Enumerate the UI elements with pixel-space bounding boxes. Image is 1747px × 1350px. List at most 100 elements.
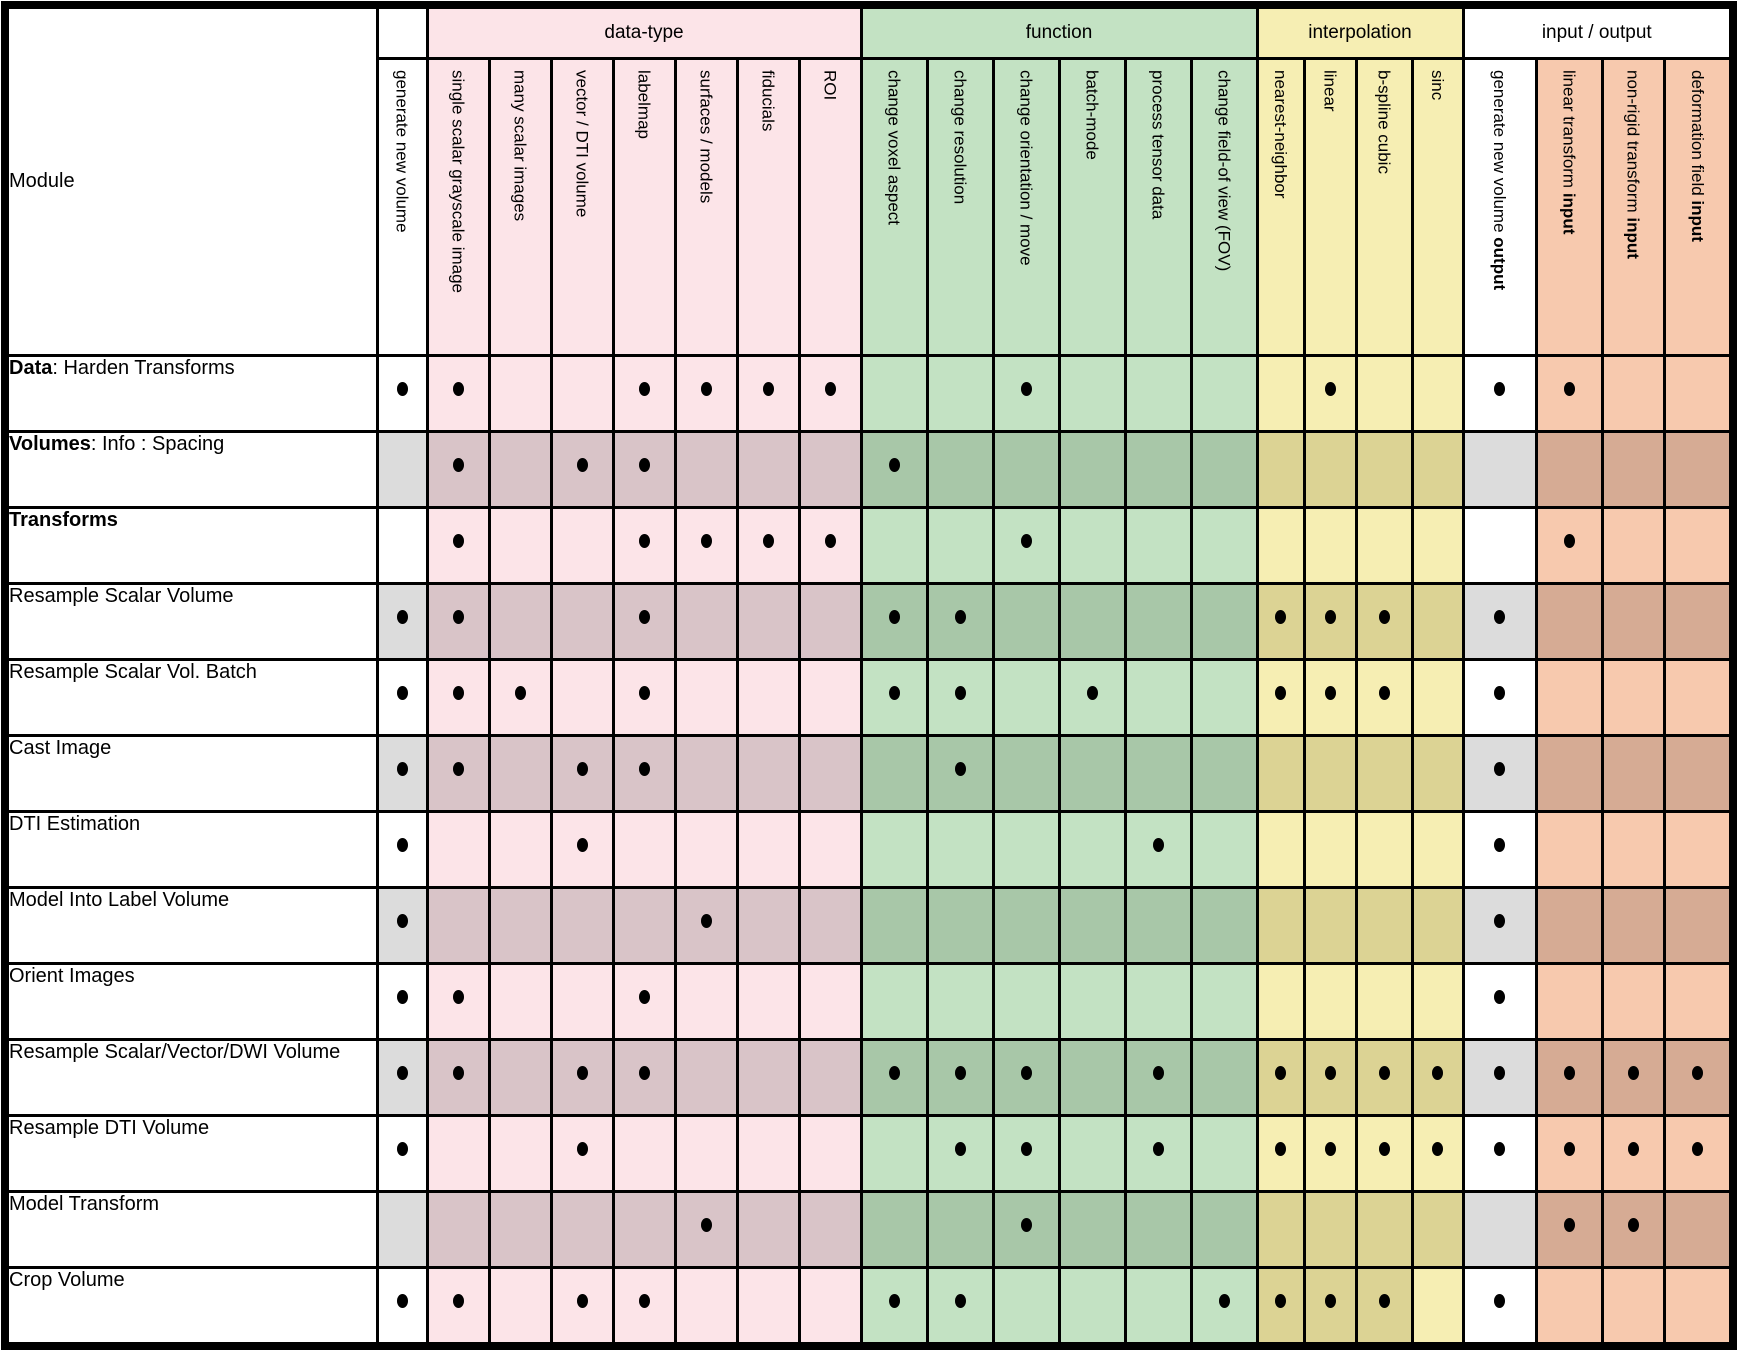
cell-dti-estimation-generate-new-volume-output [1461,810,1538,889]
cell-resample-dti-volume-generate-new-volume [375,1114,429,1193]
cell-dti-estimation-labelmap [611,810,677,889]
cell-data-harden-transforms-sinc [1410,354,1465,433]
cell-volumes-info-spacing-fiducials [735,430,801,509]
column-header-sinc: sinc [1410,57,1465,357]
cell-transforms-fiducials [735,506,801,585]
dot [638,761,650,776]
cell-transforms-labelmap [611,506,677,585]
cell-model-transform-change-field-of-view [1189,1190,1259,1269]
cell-crop-volume-change-voxel-aspect [859,1266,929,1348]
cell-cast-image-batch-mode [1057,734,1127,813]
cell-resample-scalar-vector-dwi-volume-non-rigid-transform-input [1600,1038,1666,1117]
cell-orient-images-batch-mode [1057,962,1127,1041]
dot [1378,1141,1390,1156]
cell-resample-scalar-vol-batch-deformation-field-input [1662,658,1735,737]
cell-orient-images-b-spline-cubic [1354,962,1414,1041]
cell-resample-scalar-vector-dwi-volume-change-resolution [925,1038,995,1117]
dot [1324,1293,1336,1308]
cell-cast-image-generate-new-volume [375,734,429,813]
dot [1432,1065,1443,1080]
cell-cast-image-single-scalar-grayscale-image [425,734,491,813]
cell-resample-scalar-vector-dwi-volume-many-scalar-images [487,1038,553,1117]
cell-resample-scalar-vector-dwi-volume-surfaces-models [673,1038,739,1117]
cell-dti-estimation-roi [797,810,863,889]
cell-model-into-label-volume-labelmap [611,886,677,965]
cell-resample-scalar-vol-batch-b-spline-cubic [1354,658,1414,737]
cell-dti-estimation-surfaces-models [673,810,739,889]
dot [396,1141,408,1156]
cell-resample-dti-volume-generate-new-volume-output [1461,1114,1538,1193]
cell-crop-volume-roi [797,1266,863,1348]
dot [514,685,526,700]
cell-resample-scalar-vol-batch-generate-new-volume-output [1461,658,1538,737]
dot [452,533,464,548]
cell-dti-estimation-fiducials [735,810,801,889]
module-label-text: : Harden Transforms [52,357,235,380]
dot [1378,609,1390,624]
cell-transforms-sinc [1410,506,1465,585]
cell-resample-scalar-volume-labelmap [611,582,677,661]
cell-transforms-many-scalar-images [487,506,553,585]
cell-model-into-label-volume-b-spline-cubic [1354,886,1414,965]
cell-resample-scalar-vector-dwi-volume-change-field-of-view [1189,1038,1259,1117]
cell-cast-image-process-tensor-data [1123,734,1193,813]
cell-data-harden-transforms-nearest-neighbor [1255,354,1306,433]
dot [452,1065,464,1080]
cell-transforms-non-rigid-transform-input [1600,506,1666,585]
cell-orient-images-change-orientation-move [991,962,1061,1041]
table-row-model-transform: Model Transform [3,1190,1735,1269]
dot [452,989,464,1004]
cell-data-harden-transforms-change-field-of-view [1189,354,1259,433]
cell-crop-volume-single-scalar-grayscale-image [425,1266,491,1348]
cell-transforms-generate-new-volume-output [1461,506,1538,585]
cell-model-transform-labelmap [611,1190,677,1269]
cell-cast-image-generate-new-volume-output [1461,734,1538,813]
cell-model-transform-batch-mode [1057,1190,1127,1269]
column-header-change-voxel-aspect: change voxel aspect [859,57,929,357]
dot [1324,685,1336,700]
module-label-model-into-label-volume: Model Into Label Volume [3,886,379,965]
cell-crop-volume-b-spline-cubic [1354,1266,1414,1348]
cell-dti-estimation-generate-new-volume [375,810,429,889]
dot [1494,609,1505,624]
module-column-header: Module [3,3,379,357]
cell-model-transform-process-tensor-data [1123,1190,1193,1269]
dot [638,1293,650,1308]
cell-transforms-roi [797,506,863,585]
cell-orient-images-non-rigid-transform-input [1600,962,1666,1041]
cell-orient-images-process-tensor-data [1123,962,1193,1041]
cell-orient-images-single-scalar-grayscale-image [425,962,491,1041]
group-header-input-output: input / output [1461,3,1735,60]
cell-resample-scalar-vector-dwi-volume-fiducials [735,1038,801,1117]
cell-transforms-linear-transform-input [1534,506,1604,585]
dot [954,1065,966,1080]
cell-crop-volume-generate-new-volume-output [1461,1266,1538,1348]
dot [396,761,408,776]
module-label-text: Cast Image [9,737,112,760]
dot [1020,533,1032,548]
matrix-header: Module data-type function interpolation inpu… [3,3,1735,357]
module-label-text: Resample Scalar Vol. Batch [9,661,257,684]
module-label-bold: Data [9,357,53,380]
dot [1494,913,1505,928]
cell-transforms-nearest-neighbor [1255,506,1306,585]
module-label-resample-dti-volume: Resample DTI Volume [3,1114,379,1193]
module-label-transforms: Transforms [3,506,379,585]
dot [396,609,408,624]
cell-cast-image-linear-transform-input [1534,734,1604,813]
cell-resample-scalar-volume-sinc [1410,582,1465,661]
dot [1218,1293,1230,1308]
column-header-surfaces-models: surfaces / models [673,57,739,357]
cell-orient-images-generate-new-volume-output [1461,962,1538,1041]
cell-volumes-info-spacing-linear [1302,430,1358,509]
dot [700,913,712,928]
cell-data-harden-transforms-generate-new-volume [375,354,429,433]
cell-resample-dti-volume-batch-mode [1057,1114,1127,1193]
module-label-data-harden-transforms: Data: Harden Transforms [3,354,379,433]
module-label-text: Model Transform [9,1193,160,1216]
cell-volumes-info-spacing-process-tensor-data [1123,430,1193,509]
cell-resample-scalar-volume-change-field-of-view [1189,582,1259,661]
cell-orient-images-change-resolution [925,962,995,1041]
cell-resample-dti-volume-vector-dti-volume [549,1114,615,1193]
cell-orient-images-many-scalar-images [487,962,553,1041]
